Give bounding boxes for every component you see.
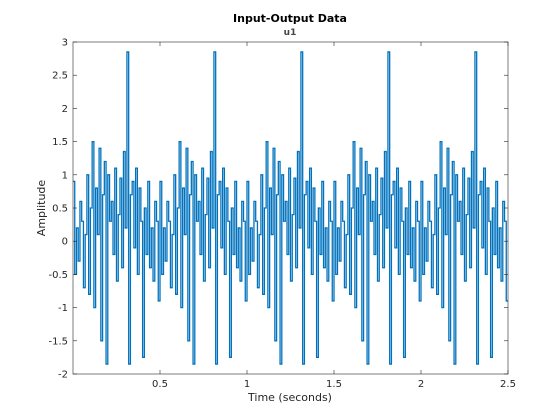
chart-title: Input-Output Data (233, 12, 347, 25)
x-tick-label: 1.5 (326, 379, 342, 390)
y-axis-label: Amplitude (35, 180, 48, 237)
series-line-u1 (73, 51, 508, 365)
y-tick-label: -1.5 (48, 336, 68, 347)
x-tick-label: 2 (418, 379, 424, 390)
y-tick-label: -1 (58, 303, 68, 314)
signal-layer (73, 51, 508, 365)
y-tick-label: 3 (62, 38, 68, 49)
y-tick-label: 1.5 (52, 137, 68, 148)
x-axis-label: Time (seconds) (247, 391, 332, 404)
x-tick-label: 0.5 (152, 379, 168, 390)
y-tick-label: 2.5 (52, 71, 68, 82)
x-tick-label: 1 (244, 379, 250, 390)
y-tick-label: 0.5 (52, 204, 68, 215)
y-tick-label: -2 (58, 370, 68, 381)
y-tick-label: 2 (62, 104, 68, 115)
y-tick-label: -0.5 (48, 270, 68, 281)
y-tick-label: 1 (62, 170, 68, 181)
chart-subtitle: u1 (284, 28, 297, 38)
tick-layer: 0.5 1 1.5 2 2.5 -2 -1.5 -1 -0.5 0 0.5 1 1.5 2 2.5 3 (48, 38, 515, 391)
y-tick-label: 0 (62, 237, 68, 248)
x-tick-label: 2.5 (500, 379, 516, 390)
